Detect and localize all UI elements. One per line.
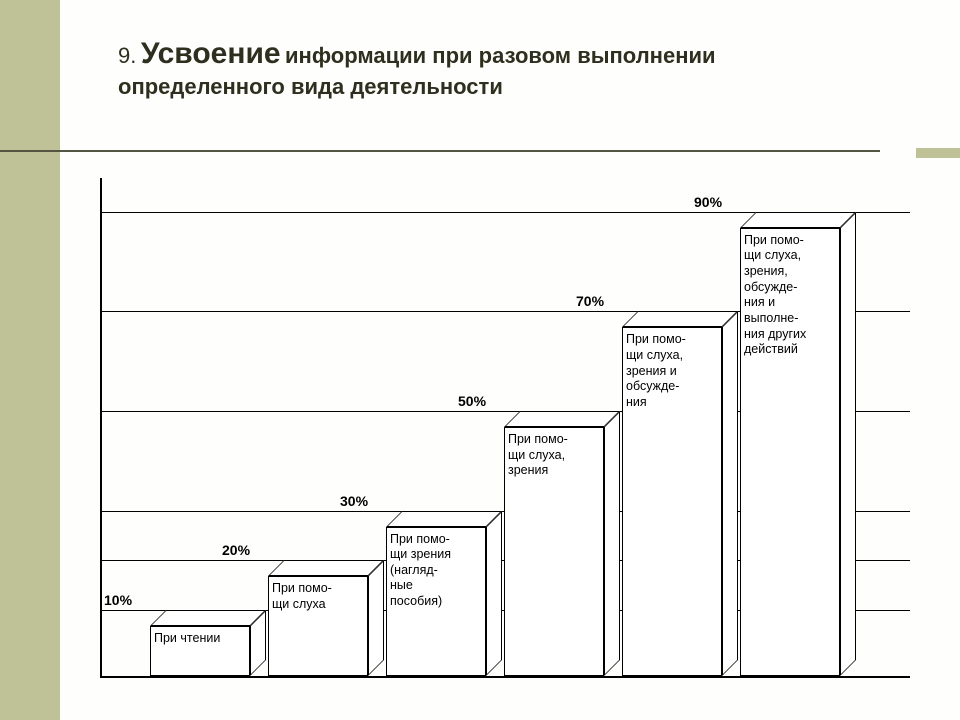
title-underline (0, 150, 880, 152)
bar-caption: При чтении (154, 631, 246, 647)
bar: При чтении (150, 178, 266, 676)
retention-bar-chart: При чтении 10% При помо-щи слуха 20% При пом… (90, 178, 910, 698)
percent-label: 90% (694, 194, 722, 210)
bar: При помо-щи слуха (268, 178, 384, 676)
percent-label: 30% (340, 493, 368, 509)
x-axis (100, 676, 910, 678)
bar-caption: При помо-щи зрения(нагляд-ныепособия) (390, 532, 482, 610)
title-underline-endcap (916, 148, 960, 158)
bar-caption: При помо-щи слуха,зрения иобсужде-ния (626, 332, 718, 410)
left-accent-band (0, 0, 60, 720)
slide-title: 9. Усвоение информации при разовом выпол… (118, 34, 838, 102)
percent-label: 10% (104, 592, 132, 608)
percent-label: 70% (576, 293, 604, 309)
bar-caption: При помо-щи слуха (272, 581, 364, 612)
bar: При помо-щи слуха,зрения,обсужде-ния ивы… (740, 178, 856, 676)
bar: При помо-щи слуха,зрения (504, 178, 620, 676)
title-number: 9. (118, 43, 136, 68)
slide: 9. Усвоение информации при разовом выпол… (0, 0, 960, 720)
y-axis (100, 178, 102, 678)
title-strong-word: Усвоение (141, 37, 281, 70)
bar: При помо-щи слуха,зрения иобсужде-ния (622, 178, 738, 676)
bar-caption: При помо-щи слуха,зрения,обсужде-ния ивы… (744, 233, 836, 358)
bar-caption: При помо-щи слуха,зрения (508, 432, 600, 479)
percent-label: 50% (458, 393, 486, 409)
percent-label: 20% (222, 542, 250, 558)
bar: При помо-щи зрения(нагляд-ныепособия) (386, 178, 502, 676)
